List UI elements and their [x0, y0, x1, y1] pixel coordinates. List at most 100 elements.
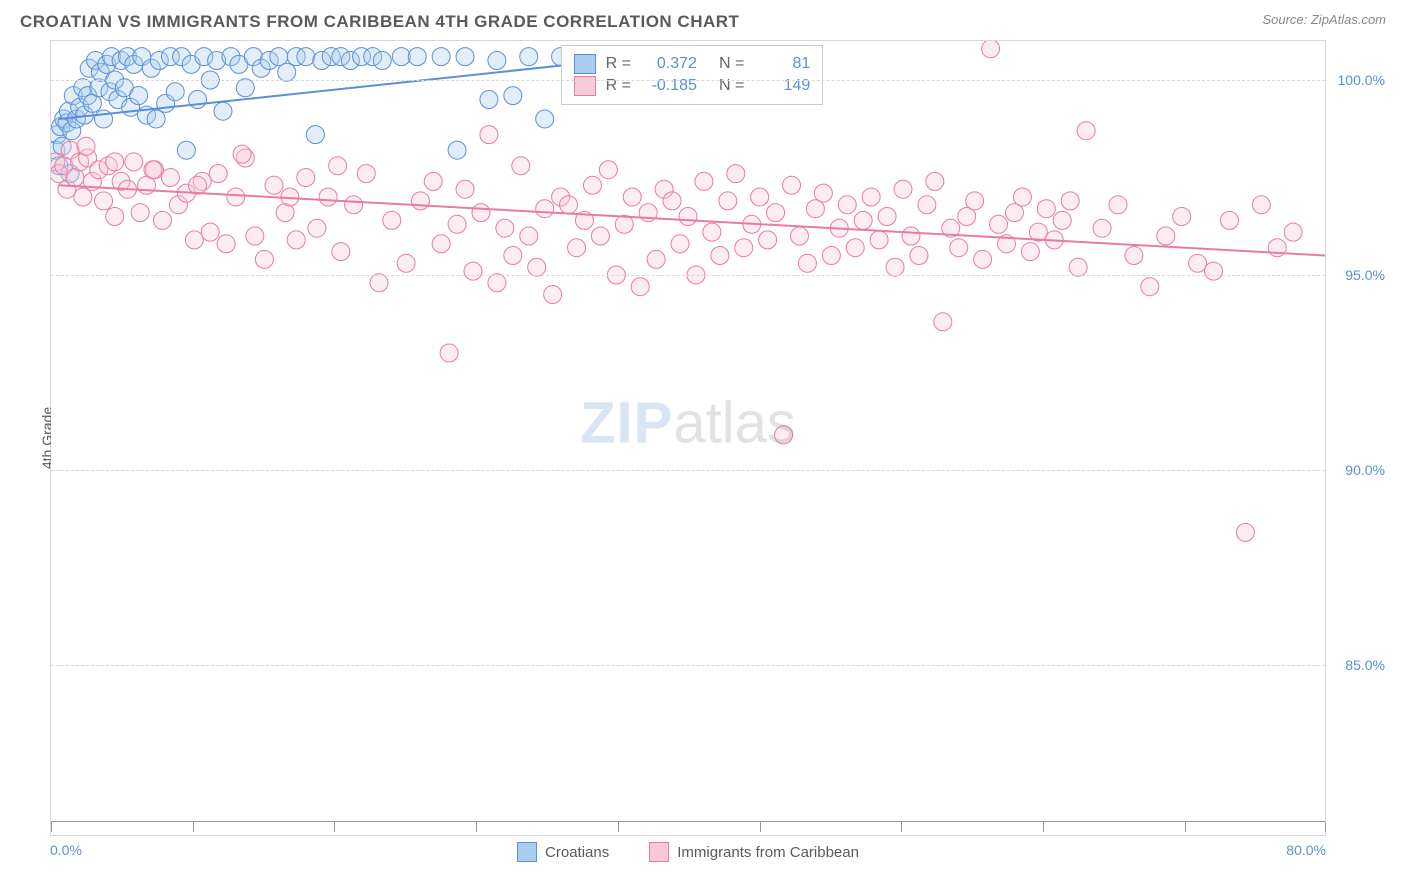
correlation-stat-box: R =0.372N =81R =-0.185N =149	[561, 45, 824, 105]
data-point	[345, 196, 363, 214]
data-point	[488, 274, 506, 292]
data-point	[1141, 278, 1159, 296]
x-axis-min-label: 0.0%	[50, 842, 82, 858]
chart-title: CROATIAN VS IMMIGRANTS FROM CARIBBEAN 4T…	[20, 12, 739, 32]
legend: CroatiansImmigrants from Caribbean	[517, 842, 859, 862]
x-axis	[51, 821, 1325, 835]
data-point	[448, 215, 466, 233]
data-point	[870, 231, 888, 249]
data-point	[615, 215, 633, 233]
data-point	[319, 188, 337, 206]
source-attribution: Source: ZipAtlas.com	[1262, 12, 1386, 27]
data-point	[966, 192, 984, 210]
data-point	[408, 48, 426, 66]
data-point	[77, 137, 95, 155]
stat-r-label: R =	[606, 55, 631, 73]
data-point	[1053, 211, 1071, 229]
data-point	[1220, 211, 1238, 229]
data-point	[790, 227, 808, 245]
data-point	[297, 48, 315, 66]
data-point	[647, 250, 665, 268]
data-point	[383, 211, 401, 229]
data-point	[1037, 200, 1055, 218]
data-point	[472, 204, 490, 222]
x-tick	[476, 822, 477, 832]
data-point	[411, 192, 429, 210]
data-point	[711, 247, 729, 265]
data-point	[106, 208, 124, 226]
x-tick	[618, 822, 619, 832]
trend-line	[59, 185, 1325, 255]
data-point	[1284, 223, 1302, 241]
data-point	[735, 239, 753, 257]
data-point	[520, 48, 538, 66]
data-point	[560, 196, 578, 214]
stat-swatch	[574, 76, 596, 96]
data-point	[894, 180, 912, 198]
stat-swatch	[574, 54, 596, 74]
data-point	[287, 231, 305, 249]
data-point	[846, 239, 864, 257]
data-point	[278, 63, 296, 81]
data-point	[1109, 196, 1127, 214]
x-tick	[51, 822, 52, 832]
data-point	[480, 126, 498, 144]
data-point	[1252, 196, 1270, 214]
legend-label: Immigrants from Caribbean	[677, 844, 859, 861]
stat-n-label: N =	[719, 55, 744, 73]
stat-row: R =0.372N =81	[574, 54, 811, 74]
data-point	[95, 192, 113, 210]
data-point	[214, 102, 232, 120]
data-point	[456, 180, 474, 198]
data-point	[147, 110, 165, 128]
x-tick	[901, 822, 902, 832]
data-point	[448, 141, 466, 159]
data-point	[854, 211, 872, 229]
data-point	[424, 172, 442, 190]
data-point	[544, 286, 562, 304]
data-point	[902, 227, 920, 245]
data-point	[332, 243, 350, 261]
x-tick	[1043, 822, 1044, 832]
data-point	[1157, 227, 1175, 245]
data-point	[357, 165, 375, 183]
data-point	[1061, 192, 1079, 210]
data-point	[456, 48, 474, 66]
data-point	[1125, 247, 1143, 265]
data-point	[886, 258, 904, 276]
data-point	[759, 231, 777, 249]
data-point	[671, 235, 689, 253]
data-point	[623, 188, 641, 206]
data-point	[1077, 122, 1095, 140]
data-point	[974, 250, 992, 268]
x-axis-max-label: 80.0%	[1286, 842, 1326, 858]
data-point	[130, 87, 148, 105]
data-point	[926, 172, 944, 190]
data-point	[950, 239, 968, 257]
legend-swatch	[517, 842, 537, 862]
data-point	[74, 188, 92, 206]
gridline	[51, 80, 1325, 81]
data-point	[1189, 254, 1207, 272]
data-point	[878, 208, 896, 226]
data-point	[536, 110, 554, 128]
data-point	[775, 426, 793, 444]
data-point	[161, 169, 179, 187]
data-point	[125, 153, 143, 171]
data-point	[512, 157, 530, 175]
data-point	[1021, 243, 1039, 261]
data-point	[695, 172, 713, 190]
data-point	[432, 48, 450, 66]
data-point	[862, 188, 880, 206]
data-point	[392, 48, 410, 66]
data-point	[918, 196, 936, 214]
data-point	[910, 247, 928, 265]
data-point	[255, 250, 273, 268]
stat-row: R =-0.185N =149	[574, 76, 811, 96]
x-tick	[334, 822, 335, 832]
data-point	[370, 274, 388, 292]
data-point	[1205, 262, 1223, 280]
data-point	[373, 52, 391, 70]
data-point	[536, 200, 554, 218]
data-point	[838, 196, 856, 214]
